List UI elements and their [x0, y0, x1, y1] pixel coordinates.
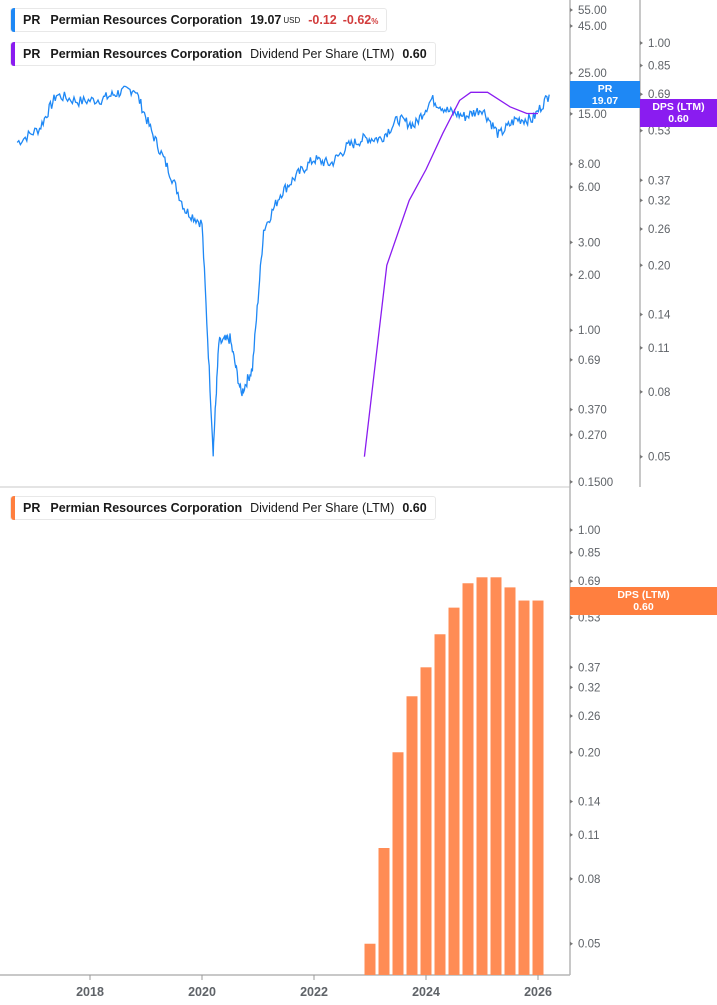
axis-tick-label: 0.14	[648, 310, 671, 322]
axis-tick-label: 0.370	[578, 405, 607, 417]
x-tick-label: 2018	[76, 985, 104, 999]
x-axis-ticks: 2018 2020 2022 2024 2026	[76, 975, 552, 999]
pct-sign: %	[371, 17, 379, 26]
price-value: 19.07	[250, 13, 282, 27]
axis-tick-label: 0.69	[578, 576, 600, 588]
price-axis-ticks: 55.00 45.00 25.00 15.00 8.00 6.00 3.00 2.00 1.00…	[570, 5, 613, 489]
axis-tick-label: 25.00	[578, 68, 607, 80]
tag-value: 0.60	[668, 113, 689, 125]
axis-tick-label: 0.85	[648, 60, 670, 72]
axis-tick-label: 6.00	[578, 182, 600, 194]
legend-dps-bars[interactable]: PR Permian Resources Corporation Dividen…	[10, 496, 436, 520]
dps-bar[interactable]	[476, 577, 488, 975]
axis-tick-label: 8.00	[578, 159, 600, 171]
tag-label: DPS (LTM)	[652, 101, 705, 113]
axis-tick-label: 0.1500	[578, 477, 613, 489]
legend-color-swatch	[11, 8, 15, 32]
dps-bar[interactable]	[420, 667, 432, 975]
axis-tick-label: 1.00	[578, 325, 600, 337]
axis-tick-label: 0.270	[578, 430, 607, 442]
dps-bar[interactable]	[378, 848, 390, 975]
metric-name: Dividend Per Share (LTM)	[250, 47, 395, 61]
dps-overlay-value-tag: DPS (LTM) 0.60	[640, 99, 717, 127]
company-name: Permian Resources Corporation	[50, 13, 243, 27]
dps-bar[interactable]	[462, 583, 474, 975]
company-name: Permian Resources Corporation	[50, 501, 243, 515]
axis-tick-label: 0.53	[648, 126, 670, 138]
company-name: Permian Resources Corporation	[50, 47, 243, 61]
axis-tick-label: 0.69	[578, 355, 600, 367]
axis-tick-label: 0.14	[578, 797, 601, 809]
axis-tick-label: 0.20	[578, 747, 600, 759]
ticker: PR	[23, 13, 41, 27]
pct-value: -0.62	[342, 13, 372, 27]
axis-tick-label: 2.00	[578, 270, 600, 282]
axis-tick-label: 0.53	[578, 613, 600, 625]
dps-bar-value-tag: DPS (LTM) 0.60	[570, 587, 717, 615]
dps-bars	[364, 577, 544, 975]
axis-tick-label: 0.69	[648, 89, 670, 101]
metric-value: 0.60	[402, 501, 427, 515]
axis-tick-label: 0.37	[578, 662, 600, 674]
axis-tick-label: 1.00	[648, 38, 670, 50]
dps-bar[interactable]	[392, 752, 404, 975]
axis-tick-label: 0.85	[578, 547, 600, 559]
currency-label: USD	[283, 15, 301, 25]
dps-overlay-line	[363, 91, 538, 457]
axis-tick-label: 0.32	[578, 682, 600, 694]
dps-bar[interactable]	[448, 607, 460, 975]
axis-tick-label: 0.37	[648, 175, 670, 187]
axis-tick-label: 55.00	[578, 5, 607, 17]
x-tick-label: 2024	[412, 985, 440, 999]
ticker: PR	[23, 501, 41, 515]
tag-value: 0.60	[633, 601, 654, 613]
metric-value: 0.60	[402, 47, 427, 61]
legend-color-swatch	[11, 42, 15, 66]
tag-label: DPS (LTM)	[617, 589, 670, 601]
axis-tick-label: 3.00	[578, 237, 600, 249]
x-tick-label: 2022	[300, 985, 328, 999]
ticker: PR	[23, 47, 41, 61]
dps-bar[interactable]	[518, 600, 530, 975]
legend-dps-overlay[interactable]: PR Permian Resources Corporation Dividen…	[10, 42, 436, 66]
axis-tick-label: 45.00	[578, 21, 607, 33]
dps-bar[interactable]	[406, 696, 418, 975]
dps-bar[interactable]	[490, 577, 502, 975]
price-change: -0.12	[308, 13, 337, 27]
dps-bar[interactable]	[504, 587, 516, 975]
axis-tick-label: 0.26	[648, 224, 670, 236]
axis-tick-label: 0.11	[578, 830, 600, 842]
dps-axis-ticks: 1.00 0.85 0.69 0.53 0.37 0.32 0.26 0.20 0.14 0.11…	[640, 38, 671, 464]
axis-tick-label: 1.00	[578, 525, 600, 537]
dps-bar[interactable]	[364, 943, 376, 975]
legend-color-swatch	[11, 496, 15, 520]
axis-tick-label: 0.08	[648, 387, 670, 399]
bottom-axis-ticks: 1.00 0.85 0.69 0.53 0.37 0.32 0.26 0.20 0.14 0.11…	[570, 525, 601, 951]
axis-tick-label: 0.11	[648, 343, 670, 355]
price-change-pct: -0.62%	[343, 13, 379, 27]
price-value-tag: PR 19.07	[570, 81, 640, 108]
axis-tick-label: 0.05	[648, 452, 670, 464]
legend-price[interactable]: PR Permian Resources Corporation 19.07 U…	[10, 8, 388, 32]
dps-bar[interactable]	[434, 634, 446, 975]
x-tick-label: 2026	[524, 985, 552, 999]
metric-name: Dividend Per Share (LTM)	[250, 501, 395, 515]
axis-tick-label: 15.00	[578, 109, 607, 121]
price-line	[16, 85, 550, 457]
axis-tick-label: 0.26	[578, 711, 600, 723]
x-tick-label: 2020	[188, 985, 216, 999]
axis-tick-label: 0.08	[578, 874, 600, 886]
tag-label: PR	[597, 82, 613, 95]
axis-tick-label: 0.20	[648, 260, 670, 272]
tag-value: 19.07	[591, 94, 619, 107]
axis-tick-label: 0.32	[648, 195, 670, 207]
dps-bar[interactable]	[532, 600, 544, 975]
axis-tick-label: 0.05	[578, 939, 600, 951]
